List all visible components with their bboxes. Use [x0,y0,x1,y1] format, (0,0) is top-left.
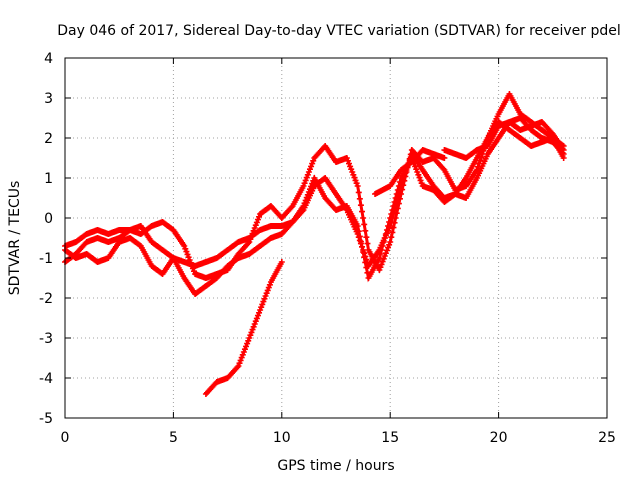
tick-labels: 0 5 10 15 20 25 -5 -4 -3 -2 -1 0 1 2 3 4 [39,51,616,446]
series-marks [62,119,567,297]
y-tick-label: 2 [44,131,53,147]
series-line [64,90,565,280]
plot-frame [64,57,608,419]
y-tick-label: -4 [39,371,53,387]
series-line [64,119,565,297]
y-tick-label: 3 [44,91,53,107]
chart-title: Day 046 of 2017, Sidereal Day-to-day VTE… [57,23,621,39]
y-tick-label: -3 [39,331,53,347]
series-track-3 [62,119,567,297]
x-tick-label: 10 [273,430,291,446]
series-line [204,261,284,396]
x-tick-label: 25 [598,430,616,446]
y-tick-label: 1 [44,171,53,187]
y-tick-label: -5 [39,411,53,427]
x-axis-label: GPS time / hours [277,458,394,474]
series-line [443,116,565,160]
x-tick-label: 0 [61,430,70,446]
series-marks [441,115,567,161]
y-tick-label: 4 [44,51,53,67]
y-tick-label: -2 [39,291,53,307]
y-axis-label: SDTVAR / TECUs [7,181,23,296]
axis-ticks [64,57,608,419]
y-tick-label: 0 [44,211,53,227]
series-track-6 [441,115,567,161]
x-tick-label: 15 [381,430,399,446]
data-series [62,90,567,397]
series-track-5 [372,147,448,197]
y-tick-label: -1 [39,251,53,267]
x-tick-label: 5 [169,430,178,446]
x-tick-label: 20 [490,430,508,446]
series-line [374,148,445,196]
series-track-4 [202,259,285,397]
